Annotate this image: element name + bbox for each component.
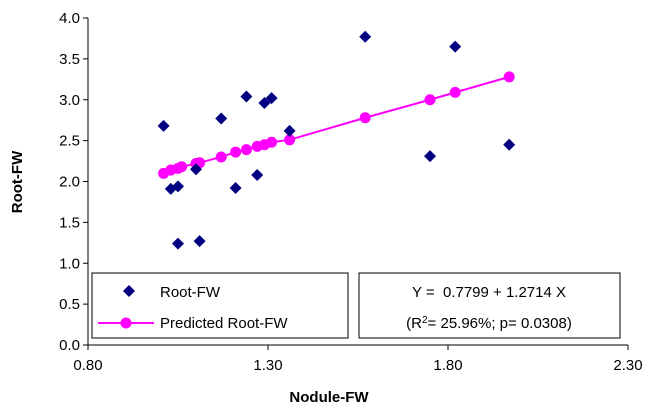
- x-axis-title: Nodule-FW: [289, 389, 369, 406]
- predicted-series: [158, 71, 515, 179]
- y-tick-label: 2.0: [59, 174, 80, 191]
- observed-point: [172, 180, 184, 193]
- y-tick-label: 0.0: [59, 337, 80, 354]
- x-tick-label: 2.30: [613, 357, 642, 374]
- predicted-point: [503, 71, 515, 83]
- predicted-point: [176, 161, 188, 173]
- observed-point: [240, 90, 253, 103]
- observed-point: [190, 163, 202, 176]
- observed-point: [424, 150, 436, 163]
- observed-point: [157, 119, 170, 132]
- predicted-point: [266, 136, 278, 148]
- predicted-point: [359, 112, 371, 124]
- predicted-point: [284, 134, 296, 146]
- legend-label-root-fw: Root-FW: [160, 284, 221, 301]
- x-tick-label: 1.30: [253, 357, 282, 374]
- predicted-point: [215, 151, 227, 163]
- observed-point: [449, 40, 462, 53]
- legend-diamond-icon: [123, 285, 135, 297]
- observed-point: [283, 124, 296, 137]
- equation-box: Y = 0.7799 + 1.2714 X (R2= 25.96%; p= 0.…: [358, 272, 621, 339]
- legend-box: [91, 272, 349, 339]
- y-tick-label: 1.5: [59, 214, 80, 231]
- equation-text: Y = 0.7799 + 1.2714 X: [412, 284, 566, 301]
- observed-point: [229, 182, 242, 195]
- y-tick-label: 2.5: [59, 133, 80, 150]
- predicted-point: [240, 144, 252, 156]
- observed-point: [265, 92, 278, 105]
- x-axis-ticks: 0.80 1.30 1.80 2.30: [73, 345, 643, 374]
- legend-circle-icon: [120, 317, 132, 329]
- legend: Root-FW Predicted Root-FW: [91, 272, 349, 339]
- predicted-point: [230, 146, 242, 158]
- observed-point: [503, 138, 516, 151]
- y-tick-label: 1.0: [59, 255, 80, 272]
- predicted-point: [424, 94, 436, 106]
- predicted-point: [449, 86, 461, 98]
- observed-series: [157, 30, 516, 250]
- y-axis-title: Root-FW: [9, 150, 26, 213]
- observed-point: [359, 30, 372, 43]
- y-tick-label: 3.0: [59, 92, 80, 109]
- legend-label-predicted: Predicted Root-FW: [160, 315, 288, 332]
- x-tick-label: 1.80: [433, 357, 462, 374]
- equation-frame: [358, 272, 621, 339]
- observed-point: [251, 168, 264, 181]
- y-tick-label: 0.5: [59, 296, 80, 313]
- r-squared-text: (R2= 25.96%; p= 0.0308): [406, 315, 572, 333]
- observed-point: [215, 112, 228, 125]
- x-tick-label: 0.80: [73, 357, 102, 374]
- observed-point: [258, 97, 271, 110]
- y-axis-ticks: 0.0 0.5 1.0 1.5 2.0 2.5 3.0 3.5 4.0: [59, 10, 88, 354]
- observed-point: [193, 235, 206, 248]
- observed-point: [172, 237, 184, 250]
- y-tick-label: 4.0: [59, 10, 80, 27]
- y-tick-label: 3.5: [59, 51, 80, 68]
